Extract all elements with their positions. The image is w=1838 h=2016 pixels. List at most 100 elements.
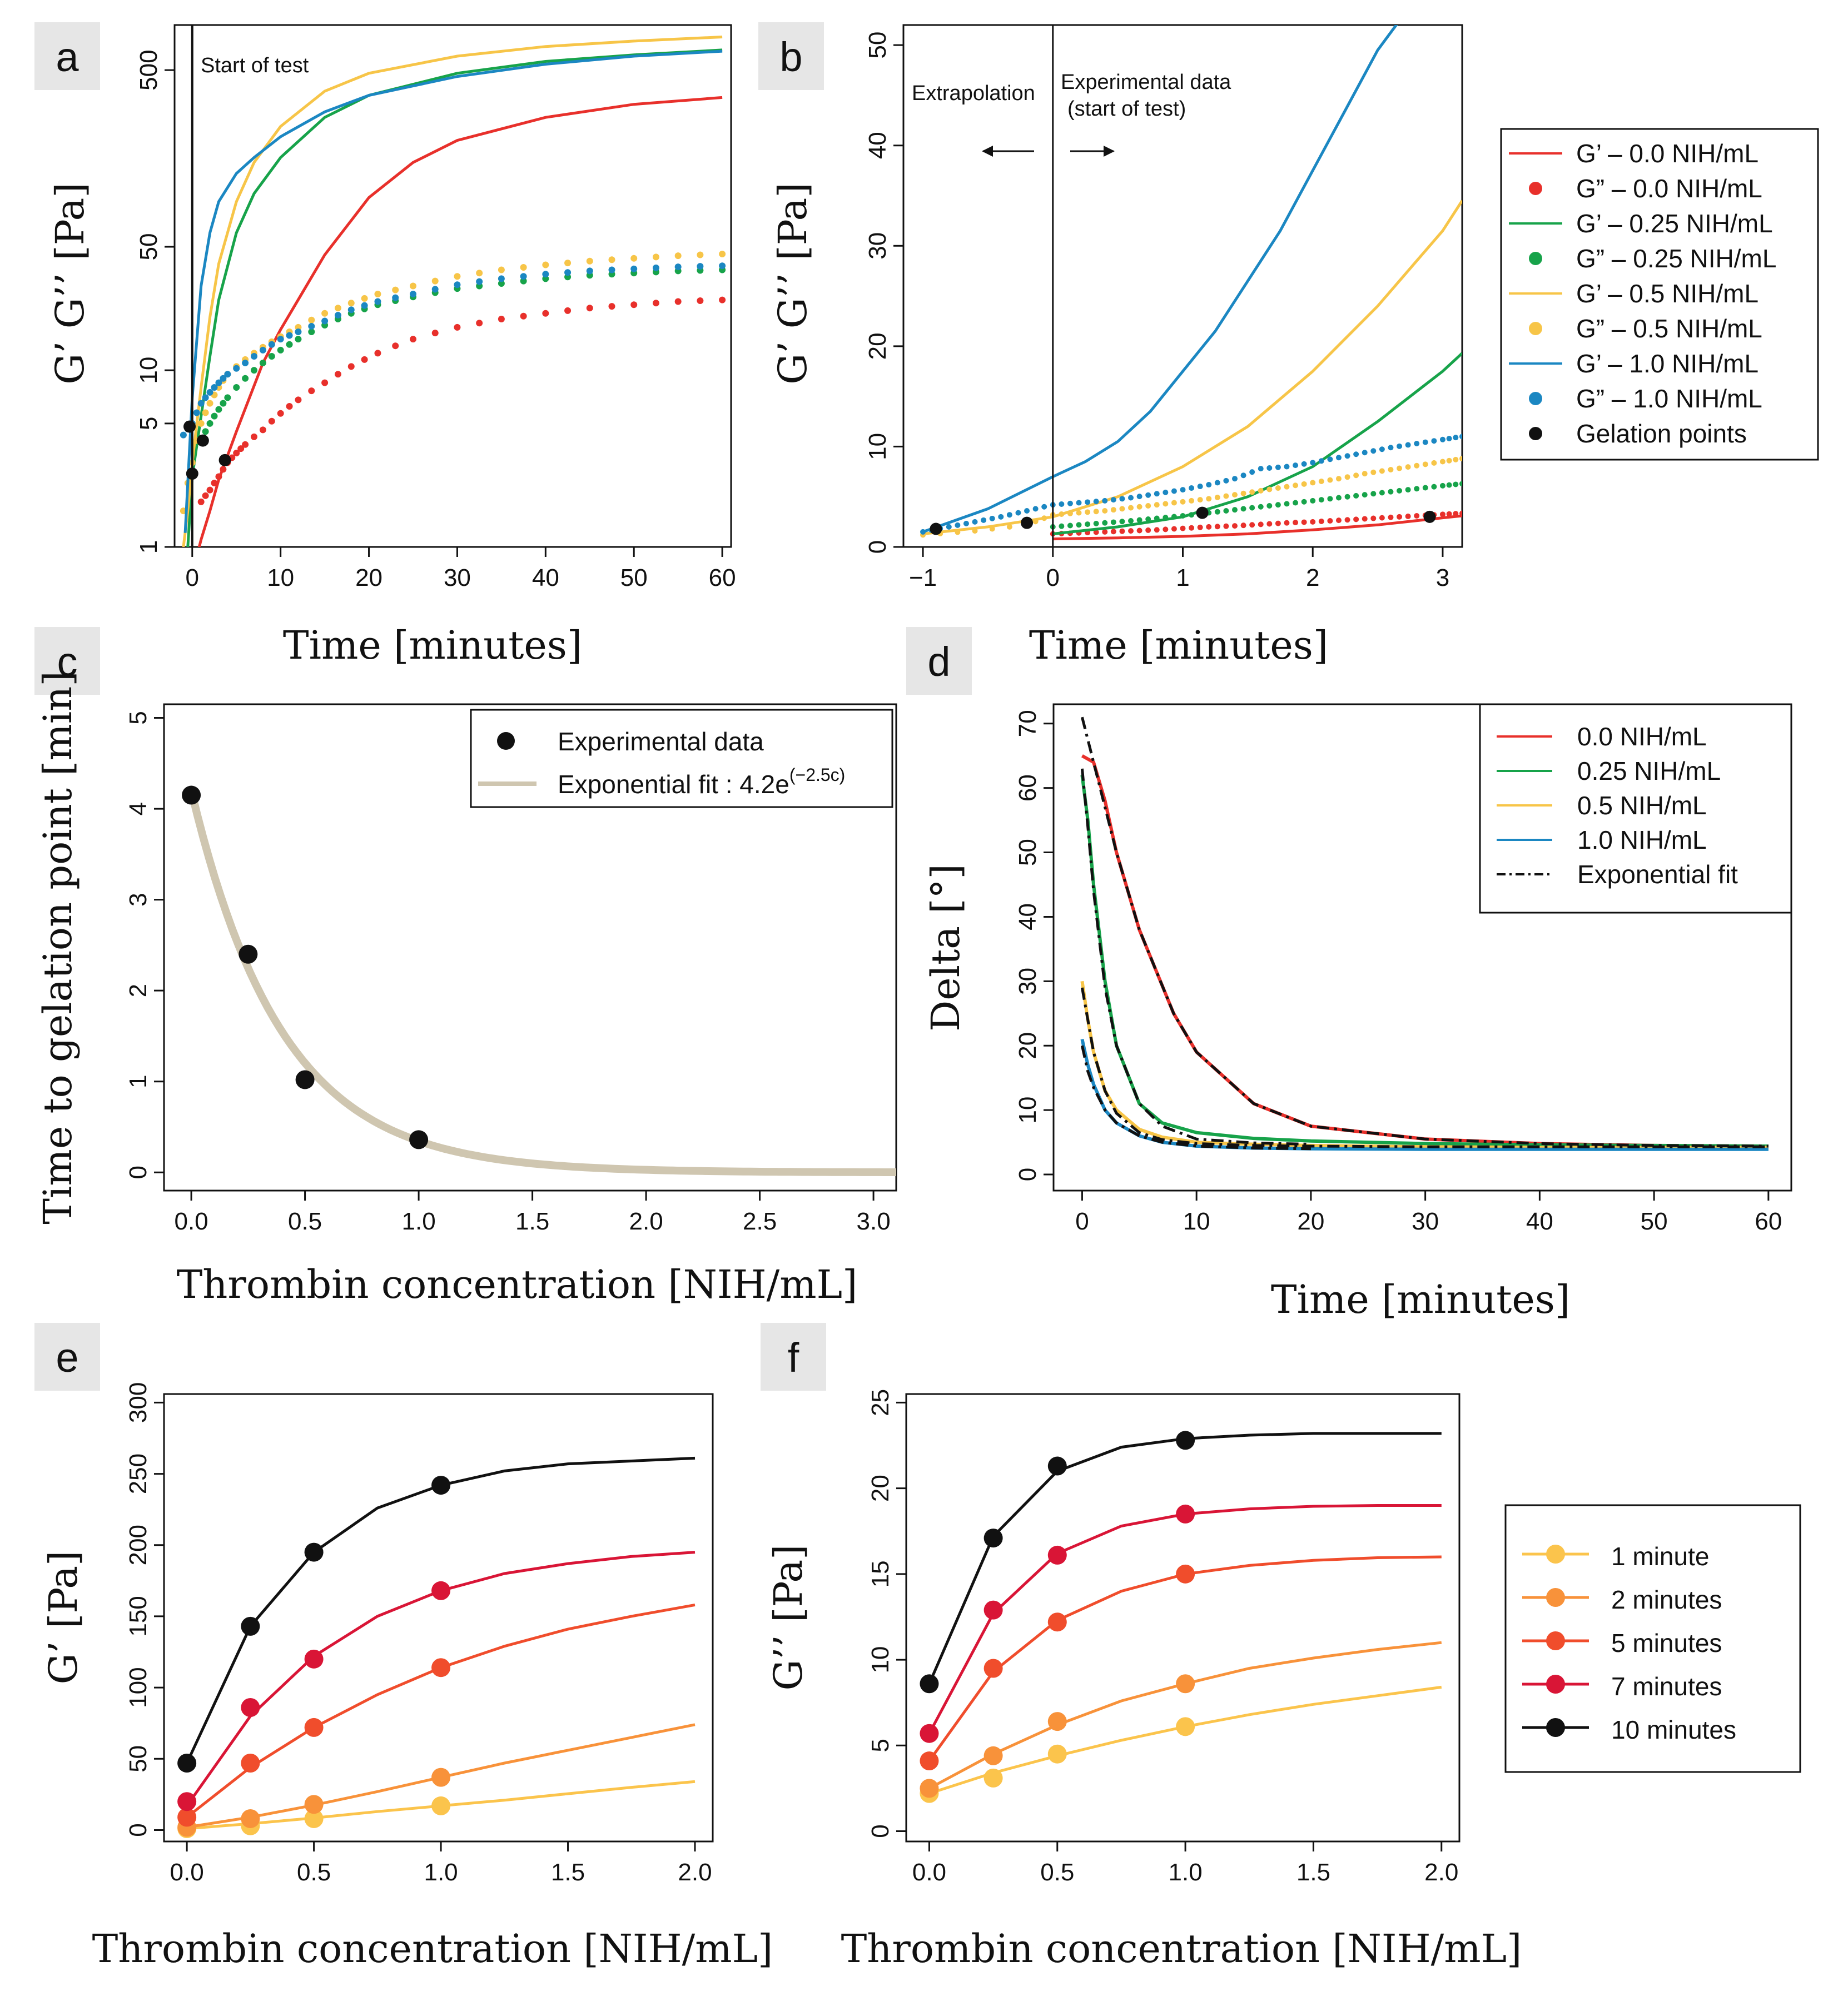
panel-a-series-dot (197, 420, 205, 427)
panel-b-series-dot (955, 522, 961, 528)
panel-f-data-point (920, 1724, 939, 1743)
panel-a-gelation-point (183, 420, 196, 433)
panel-a-series-dot (454, 323, 461, 331)
panel-d-ytick-label: 40 (1014, 903, 1041, 930)
panel-b-series-dot (1318, 479, 1324, 485)
panel-b-series-dot (1102, 529, 1108, 535)
panel-a-series-dot (520, 277, 527, 285)
panel-a-series-dot (224, 394, 231, 401)
panel-b-series-dot (1171, 488, 1177, 494)
panel-ef-legend-label: 1 minute (1611, 1542, 1709, 1571)
panel-b-series-dot (1128, 528, 1134, 534)
panel-a-series-dot (308, 322, 315, 330)
panel-b-series-dot (1439, 436, 1445, 442)
panel-b-series-dot (1180, 487, 1186, 493)
panel-b-legend: G’ – 0.0 NIH/mL G” – 0.0 NIH/mL G’ – 0.25 … (1500, 128, 1819, 461)
panel-a-series-dot (630, 255, 638, 262)
panel-a-series-dot (242, 375, 249, 382)
panel-b-series-dot (1397, 443, 1403, 449)
panel-a-series-dot (520, 312, 527, 320)
panel-d-xtick-label: 0 (1075, 1208, 1089, 1235)
panel-b-series-dot (1240, 522, 1246, 529)
panel-b-series-dot (1459, 510, 1462, 516)
legend-b-dot-swatch (1529, 322, 1542, 335)
legend-b-label: G” – 0.25 NIH/mL (1576, 244, 1776, 273)
panel-b-series-dot (1344, 517, 1350, 523)
panel-a-series-dot (295, 396, 302, 404)
panel-b-series-dot (1110, 529, 1116, 535)
panel-b-ytick-label: 40 (864, 132, 891, 159)
panel-e-ytick-label: 50 (125, 1745, 152, 1773)
panel-b-series-dot (1301, 461, 1307, 467)
panel-a-series-dot (652, 253, 659, 261)
panel-b-series-dot (1163, 501, 1169, 507)
panel-b-letter: b (779, 34, 802, 80)
panel-a-series-dot (498, 280, 505, 287)
panel-b-ytick-label: 30 (864, 232, 891, 260)
panel-b-series-dot (1197, 524, 1203, 530)
panel-f-data-point (1176, 1674, 1195, 1694)
panel-b-series-dot (1266, 502, 1273, 509)
panel-b-series-dot (1266, 486, 1273, 492)
panel-b-series-dot (1154, 491, 1160, 497)
panel-b-series-dot (1310, 519, 1316, 525)
panel-a-series-dot (542, 261, 549, 268)
panel-c-xtick-label: 1.0 (402, 1208, 436, 1235)
panel-a-series-dot (542, 271, 549, 278)
panel-a-xtick-label: 30 (444, 564, 471, 591)
panel-b-series-dot (1206, 482, 1212, 488)
panel-e-ytick-label: 250 (125, 1453, 152, 1494)
panel-a-series-dot (295, 336, 302, 343)
panel-a-series-dot (564, 260, 572, 267)
panel-e-label-box (34, 1323, 100, 1391)
panel-e-xtick-label: 0.0 (170, 1859, 204, 1886)
panel-b-series-dot (1110, 519, 1116, 525)
panel-b-series-dot (1059, 501, 1065, 507)
panel-f-data-point (920, 1779, 939, 1798)
panel-c-plot-area (163, 703, 897, 1192)
panel-a-series-dot (586, 305, 593, 312)
panel-ef-legend-marker (1546, 1631, 1565, 1650)
panel-f-xtick-label: 2.0 (1424, 1859, 1458, 1886)
panel-d-xlabel: Time [minutes] (1271, 1277, 1570, 1322)
panel-a-series-dot (321, 310, 329, 317)
panel-b-series-dot (1189, 525, 1195, 531)
panel-b-series-dot (1136, 504, 1142, 510)
panel-a-ytick-label: 10 (135, 357, 162, 384)
panel-a-series-dot (259, 426, 266, 434)
panel-c-xtick-label: 3.0 (857, 1208, 891, 1235)
panel-a-series-dot (197, 400, 205, 407)
panel-f-ytick-label: 5 (867, 1739, 894, 1752)
panel-a-series-dot (347, 300, 355, 307)
panel-b-series-dot (1110, 497, 1116, 503)
panel-b-series-dot (1335, 455, 1342, 461)
panel-b-series-dot (1388, 514, 1394, 520)
panel-f-data-point (1176, 1431, 1195, 1450)
panel-b-series-dot (1128, 505, 1134, 511)
panel-b-series-dot (1223, 523, 1229, 529)
panel-a-xtick-label: 50 (620, 564, 648, 591)
panel-d-legend-label: 1.0 NIH/mL (1577, 825, 1707, 854)
panel-a-series-dot (233, 384, 240, 391)
legend-b-label: G” – 1.0 NIH/mL (1576, 384, 1762, 413)
panel-a-xtick-label: 10 (267, 564, 294, 591)
panel-b-series-dot (1128, 518, 1134, 524)
panel-e-data-point (241, 1616, 260, 1636)
panel-b-series-dot (1422, 439, 1428, 445)
panel-a-series-dot (719, 251, 726, 258)
panel-a-series-dot (498, 266, 505, 273)
panel-a-series-dot (361, 302, 368, 309)
panel-b-series-dot (1275, 464, 1281, 470)
panel-b-series-dot (1102, 520, 1108, 526)
panel-b-ylabel: G’ G’’ [Pa] (770, 182, 816, 384)
panel-d-letter: d (927, 639, 950, 685)
panel-a-series-dot (608, 266, 615, 273)
panel-f-xtick-label: 1.0 (1169, 1859, 1203, 1886)
panel-d-ylabel: Delta [°] (923, 864, 968, 1032)
panel-a-series-dot (321, 379, 329, 386)
panel-b-label-box (758, 22, 824, 90)
panel-c-ytick-label: 2 (125, 984, 152, 997)
panel-b-series-dot (981, 517, 987, 523)
panel-f-data-point (983, 1659, 1003, 1678)
panel-b-series-dot (1197, 497, 1203, 503)
